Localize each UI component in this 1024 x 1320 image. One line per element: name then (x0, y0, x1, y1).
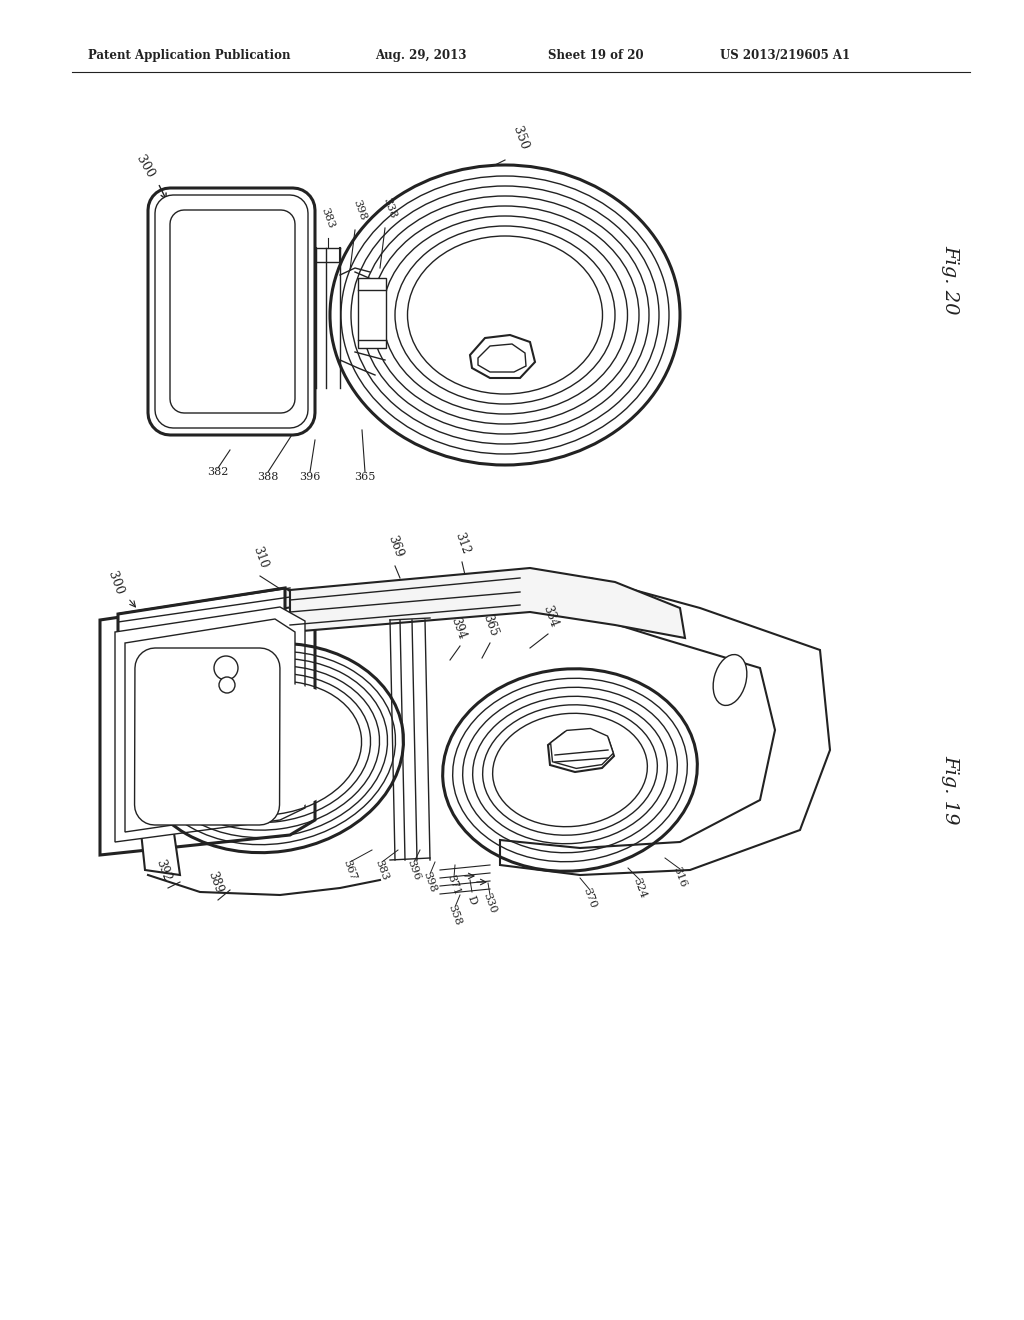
Text: 338: 338 (382, 197, 398, 220)
Polygon shape (134, 648, 280, 825)
Polygon shape (115, 607, 305, 842)
Text: 316: 316 (672, 865, 688, 888)
Text: 367: 367 (342, 858, 358, 882)
Text: D: D (466, 894, 478, 906)
Text: 383: 383 (319, 206, 336, 230)
Circle shape (214, 656, 238, 680)
Polygon shape (155, 195, 308, 428)
Text: US 2013/219605 A1: US 2013/219605 A1 (720, 49, 850, 62)
Text: 300: 300 (104, 570, 125, 597)
Polygon shape (125, 619, 295, 832)
Text: 388: 388 (257, 473, 279, 482)
Text: 388: 388 (165, 768, 185, 793)
Text: 383: 383 (374, 858, 390, 882)
Text: 369: 369 (385, 533, 404, 558)
Text: 392: 392 (153, 858, 173, 883)
Circle shape (219, 677, 234, 693)
Text: 310: 310 (250, 545, 270, 570)
Text: 365: 365 (480, 612, 500, 638)
Ellipse shape (713, 655, 746, 705)
Ellipse shape (180, 684, 359, 813)
Text: 396: 396 (406, 858, 422, 882)
Text: 394: 394 (449, 615, 468, 642)
Polygon shape (118, 587, 312, 630)
Text: 360: 360 (525, 722, 545, 748)
Text: Fig. 19: Fig. 19 (941, 755, 959, 825)
Text: 324: 324 (632, 876, 648, 900)
Text: 370: 370 (582, 886, 598, 909)
Text: 396: 396 (299, 473, 321, 482)
Text: Patent Application Publication: Patent Application Publication (88, 49, 291, 62)
Text: Sheet 19 of 20: Sheet 19 of 20 (548, 49, 644, 62)
Text: 389: 389 (205, 870, 225, 895)
Text: 358: 358 (446, 903, 463, 927)
Text: 371: 371 (445, 874, 462, 896)
Polygon shape (478, 345, 526, 372)
Text: 300: 300 (133, 153, 157, 180)
Text: 398: 398 (351, 198, 369, 222)
Text: Fig. 20: Fig. 20 (941, 246, 959, 314)
Polygon shape (148, 187, 315, 436)
Polygon shape (548, 730, 614, 772)
Polygon shape (500, 578, 830, 875)
Polygon shape (118, 614, 180, 875)
FancyBboxPatch shape (358, 279, 386, 348)
Text: 334: 334 (540, 603, 560, 630)
Polygon shape (100, 591, 315, 855)
Text: 398: 398 (422, 870, 438, 894)
Ellipse shape (496, 715, 645, 824)
Text: 382: 382 (207, 467, 228, 477)
Text: Aug. 29, 2013: Aug. 29, 2013 (375, 49, 467, 62)
Polygon shape (290, 568, 685, 638)
Ellipse shape (410, 239, 600, 391)
Text: 312: 312 (452, 531, 472, 556)
Polygon shape (170, 210, 295, 413)
Polygon shape (118, 587, 285, 820)
Polygon shape (551, 729, 613, 768)
Text: 350: 350 (510, 124, 530, 150)
Text: 330: 330 (481, 891, 499, 915)
Text: 365: 365 (354, 473, 376, 482)
Text: 382: 382 (178, 677, 198, 704)
Polygon shape (470, 335, 535, 378)
